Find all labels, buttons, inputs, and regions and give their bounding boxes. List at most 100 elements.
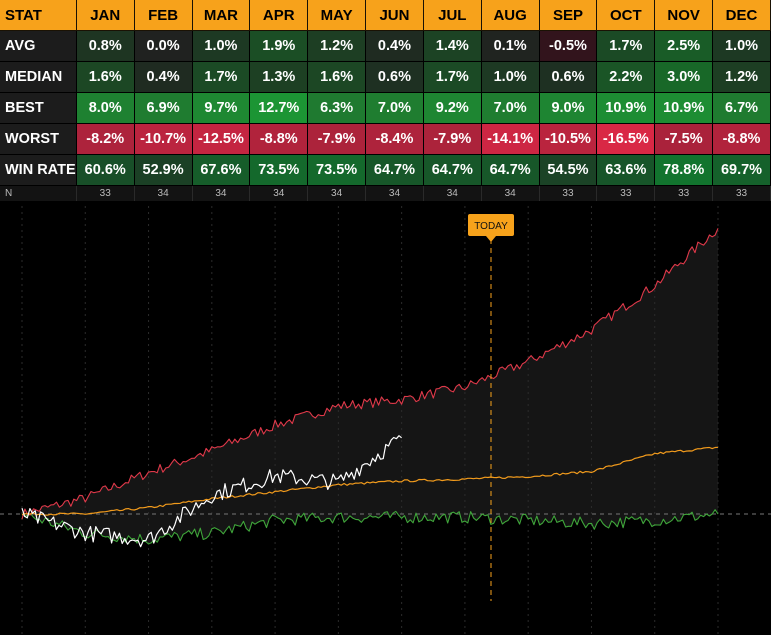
stat-cell: 7.0%: [481, 93, 540, 124]
col-header-jan: JAN: [76, 0, 135, 31]
n-cell: 34: [134, 186, 193, 201]
stat-cell: 1.7%: [192, 62, 251, 93]
stat-cell: 1.3%: [250, 62, 309, 93]
stat-cell: 1.7%: [423, 62, 482, 93]
row-label: AVG: [0, 31, 77, 62]
col-header-mar: MAR: [192, 0, 251, 31]
n-cell: 33: [655, 186, 714, 201]
stat-row-best: BEST 8.0% 6.9% 9.7% 12.7% 6.3% 7.0% 9.2% 7.0% 9.0…: [0, 93, 771, 124]
stat-cell: 0.1%: [481, 31, 540, 62]
stat-cell: -8.8%: [713, 124, 771, 155]
n-cell: 34: [423, 186, 482, 201]
stat-cell: 1.6%: [76, 62, 135, 93]
stat-cell: 78.8%: [655, 155, 714, 186]
stat-cell: 3.0%: [655, 62, 714, 93]
col-header-stat: STAT: [0, 0, 77, 31]
stat-cell: -16.5%: [597, 124, 656, 155]
stat-cell: 8.0%: [76, 93, 135, 124]
stat-cell: 2.5%: [655, 31, 714, 62]
n-cell: 34: [308, 186, 367, 201]
stat-cell: 1.4%: [423, 31, 482, 62]
average-series-line: [21, 446, 719, 516]
col-header-sep: SEP: [539, 0, 598, 31]
col-header-may: MAY: [308, 0, 367, 31]
col-header-oct: OCT: [597, 0, 656, 31]
stat-cell: 9.2%: [423, 93, 482, 124]
stat-cell: 1.0%: [481, 62, 540, 93]
stat-cell: 1.6%: [308, 62, 367, 93]
stat-cell: 64.7%: [366, 155, 424, 186]
col-header-jul: JUL: [423, 0, 482, 31]
stat-cell: 0.6%: [539, 62, 598, 93]
stat-cell: 6.7%: [713, 93, 771, 124]
today-label: TODAY: [474, 221, 508, 232]
stat-cell: -7.9%: [423, 124, 482, 155]
row-label: WIN RATE: [0, 155, 77, 186]
stat-cell: 0.4%: [366, 31, 424, 62]
row-label: WORST: [0, 124, 77, 155]
stat-cell: 0.0%: [134, 31, 193, 62]
n-cell: 34: [192, 186, 251, 201]
stat-cell: 1.2%: [308, 31, 367, 62]
stat-cell: 73.5%: [250, 155, 309, 186]
stat-cell: -8.2%: [76, 124, 135, 155]
row-label: BEST: [0, 93, 77, 124]
stat-cell: -7.5%: [655, 124, 714, 155]
stat-row-avg: AVG 0.8% 0.0% 1.0% 1.9% 1.2% 0.4% 1.4% 0.1% -0.5%…: [0, 31, 771, 62]
n-cell: 34: [250, 186, 309, 201]
stat-cell: 6.3%: [308, 93, 367, 124]
stat-cell: 1.0%: [713, 31, 771, 62]
row-label: MEDIAN: [0, 62, 77, 93]
stat-row-median: MEDIAN 1.6% 0.4% 1.7% 1.3% 1.6% 0.6% 1.7% 1.0% 0.…: [0, 62, 771, 93]
stat-cell: 6.9%: [134, 93, 193, 124]
stat-cell: 0.6%: [366, 62, 424, 93]
sample-count-row: N 33 34 34 34 34 34 34 34 33 33 33 33: [0, 186, 771, 201]
monthly-stats-table: STAT JAN FEB MAR APR MAY JUN JUL AUG SEP…: [0, 0, 771, 201]
n-cell: 34: [481, 186, 540, 201]
n-cell: 34: [366, 186, 424, 201]
stat-cell: 1.7%: [597, 31, 656, 62]
current-year-line: [21, 435, 402, 548]
stat-cell: 7.0%: [366, 93, 424, 124]
stat-cell: 2.2%: [597, 62, 656, 93]
stat-cell: 10.9%: [655, 93, 714, 124]
n-cell: 33: [713, 186, 771, 201]
header-row: STAT JAN FEB MAR APR MAY JUN JUL AUG SEP…: [0, 0, 771, 31]
seasonality-line-chart: TODAY: [0, 206, 771, 635]
stat-row-worst: WORST -8.2% -10.7% -12.5% -8.8% -7.9% -8.4% -7.…: [0, 124, 771, 155]
stat-cell: -8.8%: [250, 124, 309, 155]
col-header-nov: NOV: [655, 0, 714, 31]
stat-cell: 9.0%: [539, 93, 598, 124]
stat-cell: 0.8%: [76, 31, 135, 62]
stat-cell: 1.0%: [192, 31, 251, 62]
stat-cell: -0.5%: [539, 31, 598, 62]
stat-cell: -7.9%: [308, 124, 367, 155]
stat-cell: 10.9%: [597, 93, 656, 124]
stat-row-win-rate: WIN RATE 60.6% 52.9% 67.6% 73.5% 73.5% 64.7% 64…: [0, 155, 771, 186]
stat-cell: -10.7%: [134, 124, 193, 155]
n-label: N: [0, 186, 77, 201]
stat-cell: 67.6%: [192, 155, 251, 186]
stat-cell: -14.1%: [481, 124, 540, 155]
stat-cell: 64.7%: [481, 155, 540, 186]
range-band: [22, 228, 718, 545]
col-header-aug: AUG: [481, 0, 540, 31]
n-cell: 33: [597, 186, 656, 201]
stat-cell: -12.5%: [192, 124, 251, 155]
stat-cell: -10.5%: [539, 124, 598, 155]
stat-cell: 12.7%: [250, 93, 309, 124]
stat-cell: 0.4%: [134, 62, 193, 93]
today-marker-pointer: [486, 236, 496, 242]
col-header-apr: APR: [250, 0, 309, 31]
col-header-jun: JUN: [366, 0, 424, 31]
stat-cell: 63.6%: [597, 155, 656, 186]
stat-cell: -8.4%: [366, 124, 424, 155]
best-series-line: [21, 228, 719, 520]
col-header-dec: DEC: [713, 0, 771, 31]
stat-cell: 60.6%: [76, 155, 135, 186]
stat-cell: 1.9%: [250, 31, 309, 62]
stat-cell: 52.9%: [134, 155, 193, 186]
today-marker: [468, 214, 514, 236]
stat-cell: 9.7%: [192, 93, 251, 124]
n-cell: 33: [76, 186, 135, 201]
